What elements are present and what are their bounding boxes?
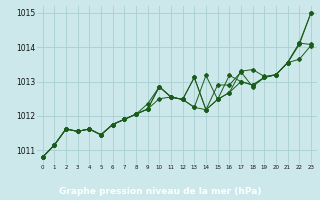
Text: Graphe pression niveau de la mer (hPa): Graphe pression niveau de la mer (hPa) bbox=[59, 186, 261, 196]
